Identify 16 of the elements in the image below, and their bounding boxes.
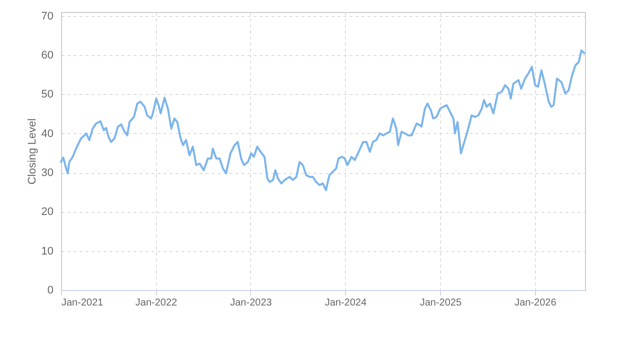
x-tick-label: Jan-2024 xyxy=(324,298,367,308)
x-tick-label: Jan-2022 xyxy=(135,298,178,308)
y-tick-label: 50 xyxy=(41,88,54,101)
y-tick-label: 30 xyxy=(41,167,54,180)
x-tick-label: Jan-2023 xyxy=(230,298,272,308)
y-tick-label: 20 xyxy=(41,206,54,218)
x-tick-label: Jan-2021 xyxy=(62,298,104,308)
line-series xyxy=(60,49,586,192)
x-tick-label: Jan-2025 xyxy=(420,298,462,308)
y-tick-label: 0 xyxy=(47,284,54,296)
y-tick-label: 60 xyxy=(41,50,54,62)
x-tick-label: Jan-2026 xyxy=(514,298,557,308)
y-axis-title: Closing Level xyxy=(26,118,38,185)
y-tick-label: 40 xyxy=(41,128,54,140)
y-tick-label: 10 xyxy=(41,245,54,258)
y-tick-label: 70 xyxy=(41,10,54,22)
